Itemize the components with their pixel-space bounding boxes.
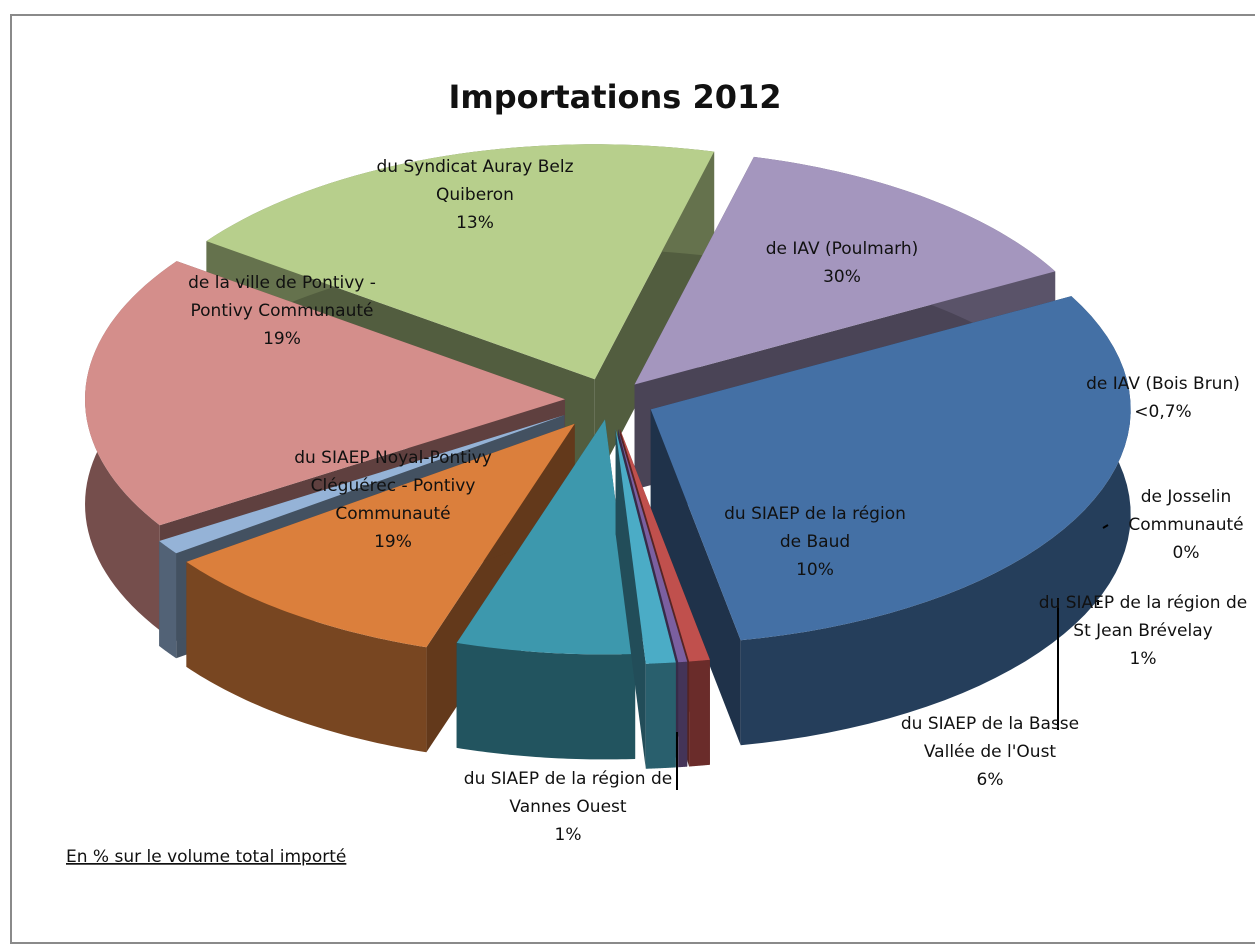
- slice-value-label: 13%: [456, 213, 494, 233]
- slice-outer-wall: [456, 642, 636, 760]
- slice-outer-wall: [159, 541, 177, 659]
- slice-top: [186, 423, 575, 648]
- slice-label: du Syndicat Auray Belz: [377, 157, 574, 177]
- slice-label: de IAV (Bois Brun): [1086, 374, 1240, 394]
- pie-slice: [615, 429, 676, 769]
- pie-slice: [650, 296, 1131, 746]
- slice-top: [650, 296, 1131, 641]
- slice-value-label: 30%: [823, 267, 861, 287]
- slice-top: [619, 428, 710, 662]
- slice-outer-wall: [186, 561, 427, 753]
- slice-label: Vannes Ouest: [509, 797, 626, 817]
- slice-label: du SIAEP Noyal-Pontivy: [294, 448, 492, 468]
- slice-value-label: 19%: [374, 532, 412, 552]
- slice-top: [159, 415, 565, 554]
- chart-note: En % sur le volume total importé: [66, 847, 346, 867]
- chart-title: Importations 2012: [448, 78, 781, 116]
- slice-top: [85, 261, 566, 526]
- slice-label: du SIAEP de la région de: [464, 769, 672, 789]
- slice-outer-wall: [678, 661, 688, 768]
- slice-label: Vallée de l'Oust: [924, 742, 1057, 762]
- slice-label: de la ville de Pontivy -: [188, 273, 376, 293]
- slice-value-label: 10%: [796, 560, 834, 580]
- slice-label: Communauté: [335, 504, 450, 524]
- slice-label: St Jean Brévelay: [1073, 621, 1212, 641]
- slice-label: Quiberon: [436, 185, 514, 205]
- slice-outer-wall: [740, 296, 1131, 746]
- slice-label: du SIAEP de la région de: [1039, 593, 1247, 613]
- leader-lines: [676, 524, 1109, 790]
- slice-label: du SIAEP de la région: [724, 504, 906, 524]
- slice-label: Cléguérec - Pontivy: [311, 476, 476, 496]
- slice-value-label: 1%: [555, 825, 582, 845]
- slice-label: Pontivy Communauté: [191, 301, 374, 321]
- slice-label: Communauté: [1128, 515, 1243, 535]
- slice-value-label: 19%: [263, 329, 301, 349]
- slice-value-label: 1%: [1130, 649, 1157, 669]
- slice-top: [456, 419, 636, 655]
- slice-top: [615, 429, 676, 664]
- slice-outer-wall: [689, 659, 710, 767]
- slice-value-label: <0,7%: [1134, 402, 1191, 422]
- leader-line: [1102, 524, 1109, 529]
- pie-slices: [85, 144, 1131, 769]
- slice-label: de Josselin: [1141, 487, 1231, 507]
- slice-outer-wall: [645, 662, 676, 769]
- slice-side-wall: [650, 409, 741, 746]
- slice-top: [618, 429, 688, 663]
- pie-slice: [456, 419, 636, 760]
- slice-value-label: 0%: [1173, 543, 1200, 563]
- slice-label: de IAV (Poulmarh): [766, 239, 919, 259]
- slice-label: de Baud: [780, 532, 850, 552]
- slice-top: [634, 156, 1056, 385]
- slice-top: [206, 144, 715, 380]
- slice-label: du SIAEP de la Basse: [901, 714, 1079, 734]
- slice-labels: de IAV (Poulmarh) 30% de IAV (Bois Brun) <0…: [188, 157, 1247, 845]
- slice-value-label: 6%: [977, 770, 1004, 790]
- slice-side-wall: [615, 429, 646, 769]
